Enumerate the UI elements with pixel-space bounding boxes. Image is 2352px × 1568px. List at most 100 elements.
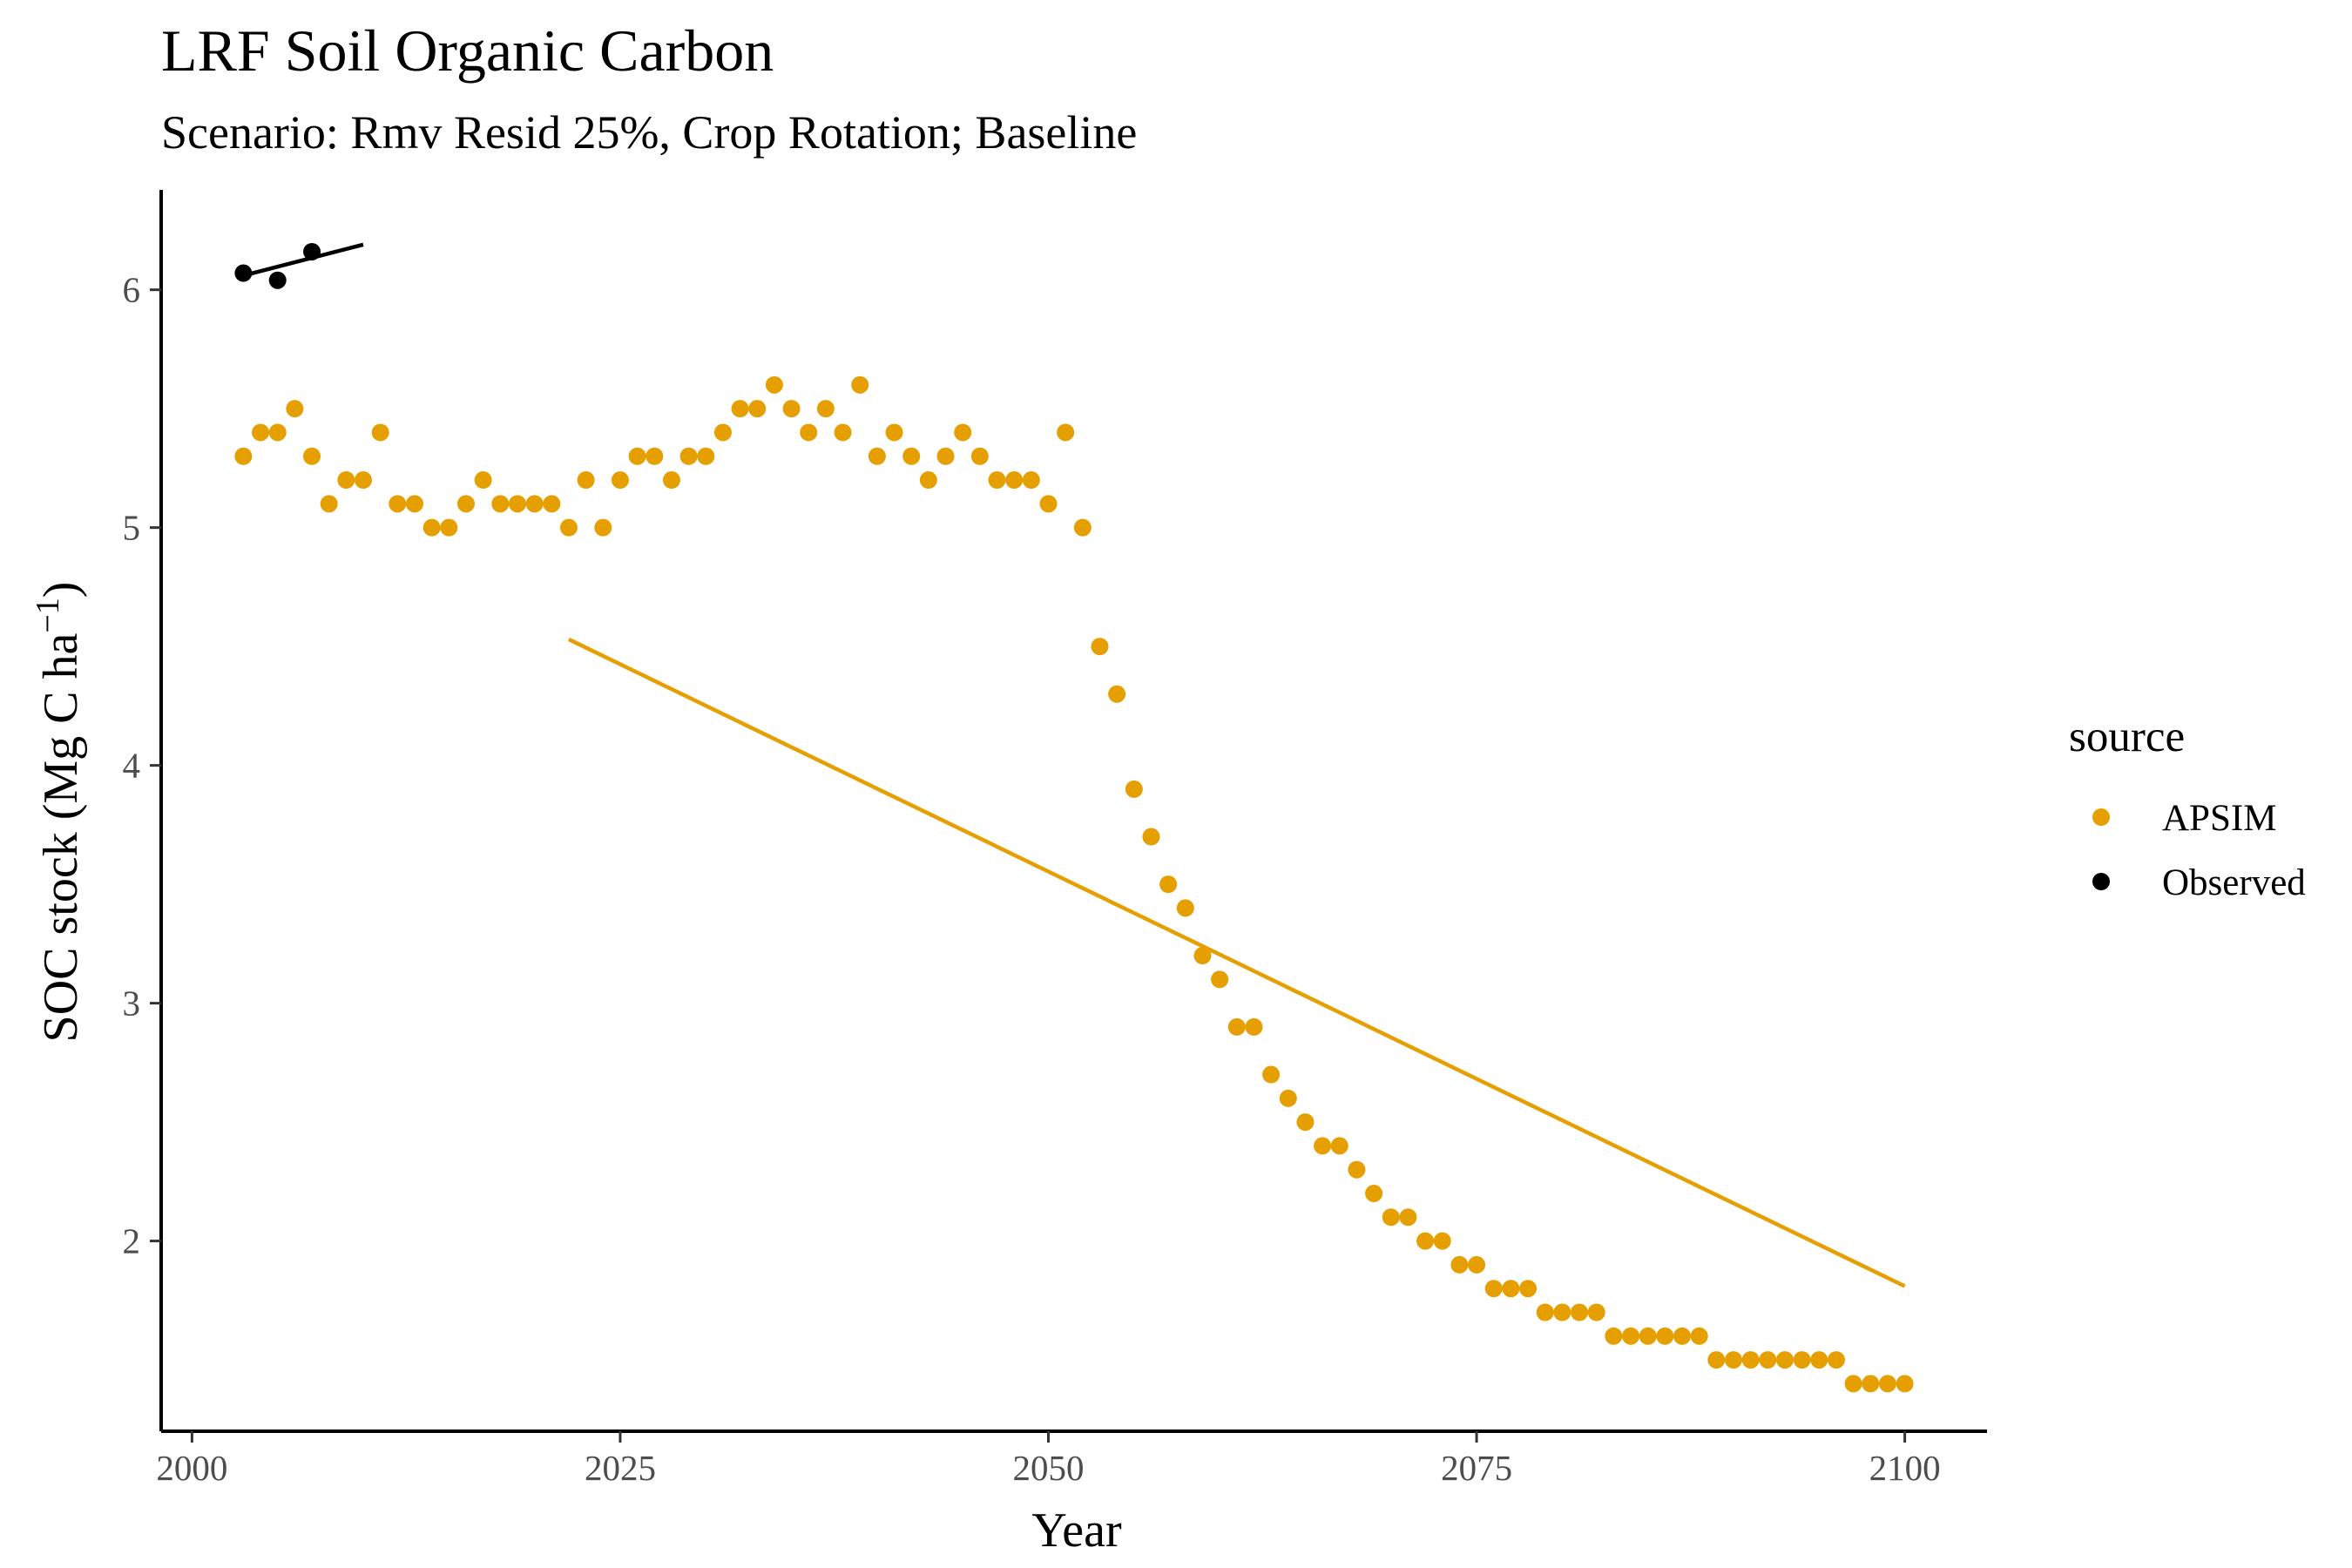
observed-trend-line [242, 242, 364, 278]
apsim-point [559, 518, 578, 537]
x-axis-title: Year [1031, 1504, 1122, 1558]
apsim-point [1039, 495, 1058, 513]
apsim-point [1673, 1327, 1692, 1345]
x-tick-label: 2100 [1869, 1448, 1941, 1488]
apsim-point [1416, 1232, 1435, 1250]
plot-area [234, 242, 1914, 1393]
apsim-point [1878, 1375, 1896, 1393]
legend: source APSIM Observed [2069, 713, 2306, 903]
apsim-point [286, 400, 304, 418]
apsim-trend-line [567, 637, 1906, 1288]
apsim-point [1245, 1017, 1263, 1036]
apsim-point [577, 471, 595, 490]
y-tick-label: 2 [123, 1221, 141, 1261]
apsim-point [1571, 1303, 1589, 1321]
apsim-point [337, 471, 355, 490]
apsim-point [1502, 1280, 1520, 1298]
apsim-point [713, 423, 732, 442]
apsim-point [936, 447, 955, 465]
x-tick-label: 2050 [1013, 1448, 1085, 1488]
legend-title: source [2069, 713, 2185, 761]
apsim-point [1707, 1351, 1726, 1369]
apsim-point [1433, 1232, 1451, 1250]
apsim-point [628, 447, 646, 465]
observed-legend-label: Observed [2162, 862, 2306, 903]
y-axis-title-end: ) [34, 582, 88, 598]
apsim-point [1810, 1351, 1828, 1369]
y-axis-title-superscript: −1 [30, 598, 66, 632]
apsim-point [543, 495, 561, 513]
apsim-point [1022, 471, 1040, 490]
apsim-point [1741, 1351, 1760, 1369]
apsim-point [1279, 1089, 1297, 1107]
apsim-point [834, 423, 852, 442]
apsim-point [1775, 1351, 1794, 1369]
apsim-point [868, 447, 886, 465]
apsim-point [645, 447, 664, 465]
observed-legend-key [2092, 873, 2110, 890]
apsim-point [1159, 875, 1178, 894]
apsim-point [1587, 1303, 1605, 1321]
apsim-point [885, 423, 903, 442]
apsim-point [1227, 1017, 1246, 1036]
apsim-point [1005, 471, 1024, 490]
apsim-point [1468, 1255, 1486, 1274]
apsim-point [919, 471, 937, 490]
apsim-point [1330, 1137, 1348, 1155]
apsim-point [988, 471, 1006, 490]
apsim-point [474, 471, 492, 490]
apsim-point [252, 423, 270, 442]
apsim-point [1639, 1327, 1657, 1345]
apsim-point [1057, 423, 1075, 442]
observed-point [268, 271, 287, 289]
apsim-point [1553, 1303, 1571, 1321]
apsim-point [1073, 518, 1092, 537]
apsim-legend-label: APSIM [2162, 798, 2276, 839]
apsim-point [1862, 1375, 1880, 1393]
apsim-point [422, 518, 441, 537]
observed-point [234, 264, 253, 282]
x-tick-label: 2075 [1441, 1448, 1512, 1488]
apsim-point [697, 447, 715, 465]
apsim-point [1690, 1327, 1708, 1345]
y-axis-title-main: SOC stock (Mg C ha [34, 633, 88, 1043]
apsim-point [440, 518, 458, 537]
apsim-point [508, 495, 526, 513]
apsim-point [1484, 1280, 1503, 1298]
apsim-legend-key [2092, 808, 2110, 826]
apsim-point [1262, 1065, 1281, 1084]
apsim-point [800, 423, 818, 442]
apsim-point [1519, 1280, 1538, 1298]
apsim-point [1296, 1113, 1315, 1132]
apsim-point [406, 495, 424, 513]
y-tick-label: 6 [123, 270, 141, 310]
apsim-point [970, 447, 989, 465]
apsim-point [1759, 1351, 1777, 1369]
x-tick-label: 2025 [585, 1448, 656, 1488]
apsim-point [611, 471, 629, 490]
y-tick-label: 3 [123, 983, 141, 1024]
apsim-point [1091, 638, 1109, 656]
apsim-point [234, 447, 253, 465]
apsim-point [320, 495, 338, 513]
apsim-point [662, 471, 680, 490]
apsim-point [1211, 970, 1229, 989]
apsim-point [1108, 685, 1126, 703]
apsim-point [1142, 828, 1160, 846]
chart-subtitle: Scenario: Rmv Resid 25%, Crop Rotation; … [161, 106, 1137, 159]
y-axis-title: SOC stock (Mg C ha−1) [30, 582, 88, 1043]
axes: 2000 2025 2050 2075 2100 2 3 4 5 6 [123, 190, 1987, 1488]
apsim-point [1399, 1208, 1417, 1227]
apsim-point [1656, 1327, 1674, 1345]
apsim-point [731, 400, 749, 418]
y-tick-label: 5 [123, 508, 141, 548]
apsim-point [389, 495, 407, 513]
apsim-point [1622, 1327, 1640, 1345]
apsim-point [748, 400, 767, 418]
apsim-point [851, 375, 869, 394]
apsim-point [1193, 947, 1212, 965]
apsim-point [1793, 1351, 1811, 1369]
apsim-point [1827, 1351, 1845, 1369]
apsim-point [1605, 1327, 1623, 1345]
